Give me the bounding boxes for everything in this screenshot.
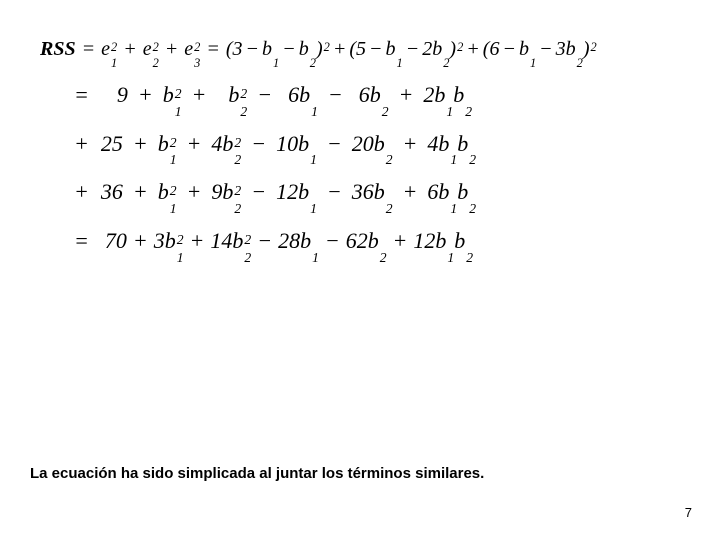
plus: + <box>403 171 418 213</box>
eq-row-2: = 9 + b21 + b22 − 6b 1 − 6b 2 + 2b 1b 2 <box>68 74 680 117</box>
e1-sq: e21 <box>101 30 117 68</box>
equals: = <box>74 220 89 262</box>
b2-term: 6b 2 <box>353 74 389 117</box>
e3-sq: e23 <box>184 30 200 68</box>
plus: + <box>333 30 347 68</box>
b1sq: b21 <box>158 171 177 214</box>
b1b2-term: 4b 1b 2 <box>427 123 476 166</box>
b2sq: 14b22 <box>210 220 251 263</box>
plus: + <box>187 171 202 213</box>
b2sq: 9b22 <box>211 171 241 214</box>
equals: = <box>206 30 220 68</box>
equals: = <box>82 30 96 68</box>
paren-term-1: (3 − b 1 − b 2 )2 <box>226 30 330 68</box>
b1-term: 12b 1 <box>276 171 317 214</box>
b1sq: b21 <box>163 74 182 117</box>
b1b2-term: 2b 1b 2 <box>423 74 472 117</box>
b1sq: b21 <box>158 123 177 166</box>
eq-row-1: RSS = e21 + e22 + e23 = (3 − b 1 − b 2 )… <box>40 30 680 68</box>
eq-row-3: + 25 + b21 + 4b22 − 10b 1 − 20b 2 + 4b 1… <box>68 123 680 166</box>
b2-term: 20b 2 <box>352 123 393 166</box>
plus: + <box>466 30 480 68</box>
minus: − <box>257 74 272 116</box>
plus: + <box>403 123 418 165</box>
plus: + <box>133 171 148 213</box>
eq-row-final: = 70 + 3b21 + 14b22 − 28b 1 − 62b 2 + 12… <box>68 220 680 263</box>
minus: − <box>325 220 340 262</box>
plus: + <box>123 30 137 68</box>
b1b2-term: 12b 1b 2 <box>413 220 473 263</box>
b2-term: 36b 2 <box>352 171 393 214</box>
eq-row-4: + 36 + b21 + 9b22 − 12b 1 − 36b 2 + 6b 1… <box>68 171 680 214</box>
plus: + <box>133 123 148 165</box>
minus: − <box>327 171 342 213</box>
plus: + <box>399 74 414 116</box>
minus: − <box>251 171 266 213</box>
equation-block: RSS = e21 + e22 + e23 = (3 − b 1 − b 2 )… <box>40 30 680 262</box>
page-number: 7 <box>685 505 692 520</box>
plus: + <box>165 30 179 68</box>
caption-text: La ecuación ha sido simplicada al juntar… <box>30 465 484 482</box>
minus: − <box>328 74 343 116</box>
b1b2-term: 6b 1b 2 <box>427 171 476 214</box>
plus: + <box>190 220 205 262</box>
minus: − <box>327 123 342 165</box>
plus: + <box>133 220 148 262</box>
const: 25 <box>101 123 123 165</box>
b1-term: 28b 1 <box>278 220 319 263</box>
equals: = <box>74 74 89 116</box>
plus: + <box>192 74 207 116</box>
rss-symbol: RSS <box>40 30 76 68</box>
minus: − <box>251 123 266 165</box>
minus: − <box>257 220 272 262</box>
b1-term: 6b 1 <box>282 74 318 117</box>
b2sq: b22 <box>216 74 247 117</box>
plus: + <box>74 171 89 213</box>
b2sq: 4b22 <box>211 123 241 166</box>
plus: + <box>74 123 89 165</box>
slide: RSS = e21 + e22 + e23 = (3 − b 1 − b 2 )… <box>0 0 720 540</box>
b1sq: 3b21 <box>154 220 184 263</box>
paren-term-2: (5 − b 1 − 2b 2 )2 <box>349 30 463 68</box>
plus: + <box>393 220 408 262</box>
b1-term: 10b 1 <box>276 123 317 166</box>
paren-term-3: (6 − b 1 − 3b 2 )2 <box>483 30 597 68</box>
plus: + <box>187 123 202 165</box>
const: 36 <box>101 171 123 213</box>
const: 9 <box>117 74 128 116</box>
b2-term: 62b 2 <box>346 220 387 263</box>
e2-sq: e22 <box>143 30 159 68</box>
const: 70 <box>105 220 127 262</box>
plus: + <box>138 74 153 116</box>
